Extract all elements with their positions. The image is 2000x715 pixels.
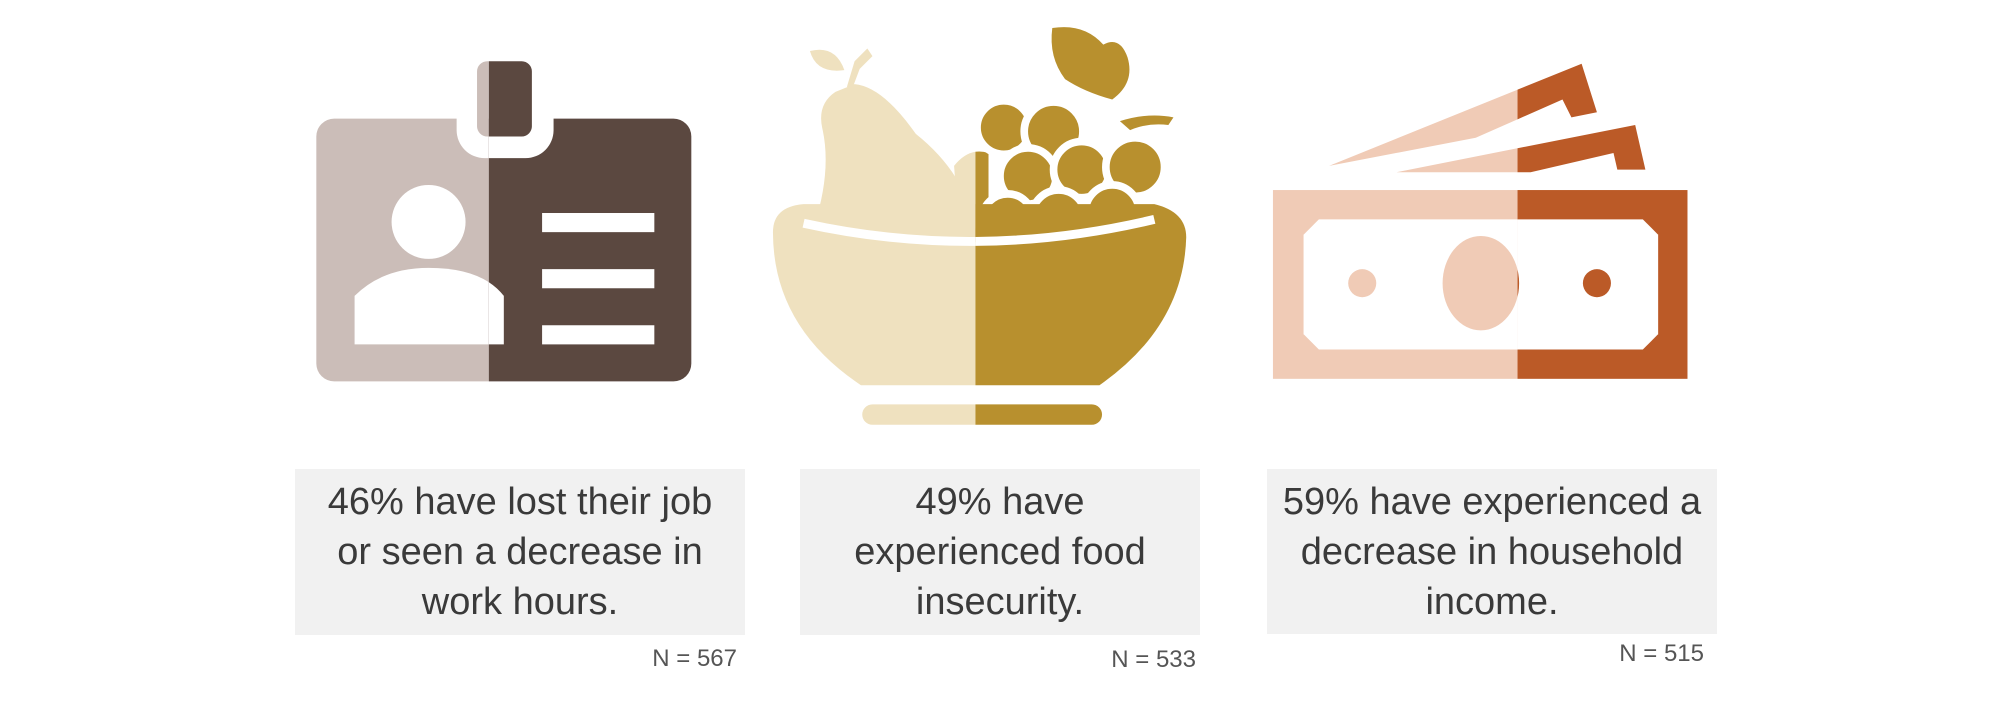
stat-description: have experienced a decrease in household… [1300,480,1702,623]
stat-box: 49% have experienced food insecurity. [800,469,1200,635]
stat-text: 49% have experienced food insecurity. [814,477,1186,627]
stat-description: have lost their job or seen a decrease i… [337,481,713,623]
stat-box: 59% have experienced a decrease in house… [1267,469,1717,634]
stat-text: 46% have lost their job or seen a decrea… [309,477,731,627]
stat-percent: 59% [1282,480,1359,523]
sample-size: N = 533 [1111,646,1196,673]
stat-box: 46% have lost their job or seen a decrea… [295,469,745,635]
stat-description: have experienced food insecurity. [854,481,1146,623]
icons [316,0,1688,480]
stat-percent: 49% [915,481,992,523]
stat-percent: 46% [327,481,404,523]
stat-text: 59% have experienced a decrease in house… [1281,477,1703,627]
sample-size: N = 567 [652,645,737,672]
sample-size: N = 515 [1619,640,1704,667]
